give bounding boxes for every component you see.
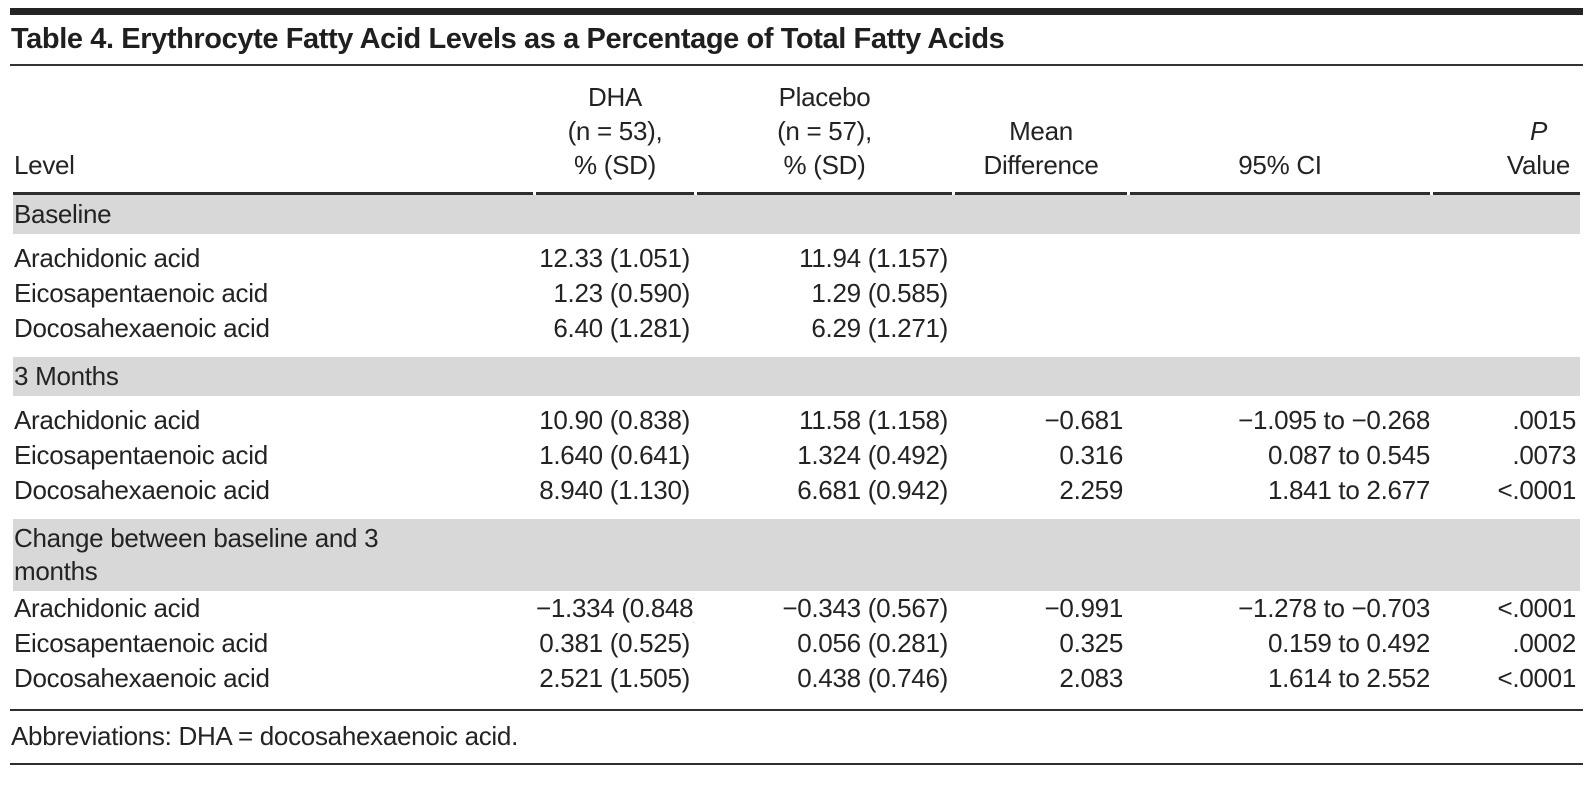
- cell-mean-difference: 0.325: [1059, 628, 1123, 658]
- row-spacer: [13, 508, 1580, 519]
- cell-placebo: 11.58 (1.158): [799, 405, 948, 435]
- table-title: Table 4. Erythrocyte Fatty Acid Levels a…: [10, 15, 1583, 66]
- table-row: Arachidonic acid 10.90 (0.838) 11.58 (1.…: [13, 396, 1580, 438]
- top-rule-bar: [10, 8, 1583, 15]
- table-row: Docosahexaenoic acid 6.40 (1.281) 6.29 (…: [13, 311, 1580, 346]
- column-header-ci: 95% CI: [1130, 66, 1430, 195]
- cell-placebo: 0.056 (0.281): [797, 628, 948, 658]
- cell-ci: 0.159 to 0.492: [1267, 628, 1430, 658]
- table-row: Docosahexaenoic acid 8.940 (1.130) 6.681…: [13, 473, 1580, 508]
- cell-p-value: [1433, 234, 1580, 276]
- section-label: 3 Months: [14, 361, 119, 391]
- cell-placebo: 0.438 (0.746): [797, 663, 948, 693]
- section-header-change: Change between baseline and 3 months: [13, 519, 1580, 591]
- cell-ci: −1.095 to −0.268: [1238, 405, 1430, 435]
- cell-placebo: 11.94 (1.157): [799, 243, 948, 273]
- table-row: Eicosapentaenoic acid 0.381 (0.525) 0.05…: [13, 626, 1580, 661]
- table-row: Arachidonic acid −1.334 (0.848) −0.343 (…: [13, 591, 1580, 626]
- section-header-3-months: 3 Months: [13, 357, 1580, 396]
- row-label: Arachidonic acid: [14, 593, 200, 623]
- row-label: Docosahexaenoic acid: [14, 475, 270, 505]
- column-header-placebo: Placebo (n = 57), % (SD): [697, 66, 952, 195]
- cell-dha: 1.23 (0.590): [553, 278, 690, 308]
- column-header-mean-difference: Mean Difference: [955, 66, 1127, 195]
- cell-placebo: 1.324 (0.492): [797, 440, 948, 470]
- cell-placebo: 6.29 (1.271): [811, 313, 948, 343]
- cell-ci: 0.087 to 0.545: [1267, 440, 1430, 470]
- cell-p-value: [1433, 276, 1580, 311]
- table-row: Eicosapentaenoic acid 1.640 (0.641) 1.32…: [13, 438, 1580, 473]
- cell-ci: −1.278 to −0.703: [1238, 593, 1430, 623]
- cell-placebo: −0.343 (0.567): [782, 593, 948, 623]
- row-label: Arachidonic acid: [14, 243, 200, 273]
- cell-ci: 1.841 to 2.677: [1267, 475, 1430, 505]
- cell-mean-difference: 2.083: [1059, 663, 1123, 693]
- cell-mean-difference: −0.991: [1044, 593, 1124, 623]
- cell-ci: 1.614 to 2.552: [1267, 663, 1430, 693]
- cell-dha: −1.334 (0.848): [536, 593, 694, 623]
- cell-p-value: .0015: [1512, 405, 1576, 435]
- cell-dha: 1.640 (0.641): [539, 440, 690, 470]
- row-label: Docosahexaenoic acid: [14, 663, 270, 693]
- cell-p-value: [1433, 311, 1580, 346]
- row-label: Eicosapentaenoic acid: [14, 440, 268, 470]
- row-label: Eicosapentaenoic acid: [14, 278, 268, 308]
- fatty-acid-table: Level DHA (n = 53), % (SD) Placebo (n = …: [10, 66, 1583, 696]
- table-header: Level DHA (n = 53), % (SD) Placebo (n = …: [13, 66, 1580, 195]
- section-header-baseline: Baseline: [13, 195, 1580, 234]
- section-label: Baseline: [14, 199, 112, 229]
- cell-p-value: .0073: [1512, 440, 1576, 470]
- row-label: Docosahexaenoic acid: [14, 313, 270, 343]
- column-header-p-value: P Value: [1433, 66, 1580, 195]
- cell-p-value: .0002: [1512, 628, 1576, 658]
- cell-p-value: <.0001: [1497, 475, 1577, 505]
- section-label: Change between baseline and 3 months: [14, 523, 379, 586]
- cell-ci: [1130, 311, 1430, 346]
- cell-ci: [1130, 234, 1430, 276]
- cell-placebo: 6.681 (0.942): [797, 475, 948, 505]
- column-header-dha: DHA (n = 53), % (SD): [536, 66, 694, 195]
- cell-ci: [1130, 276, 1430, 311]
- cell-mean-difference: 0.316: [1059, 440, 1123, 470]
- cell-dha: 0.381 (0.525): [539, 628, 690, 658]
- cell-dha: 12.33 (1.051): [539, 243, 690, 273]
- cell-dha: 6.40 (1.281): [553, 313, 690, 343]
- cell-mean-difference: [955, 311, 1127, 346]
- column-header-level: Level: [13, 66, 533, 195]
- cell-placebo: 1.29 (0.585): [811, 278, 948, 308]
- row-label: Eicosapentaenoic acid: [14, 628, 268, 658]
- table-figure: Table 4. Erythrocyte Fatty Acid Levels a…: [10, 8, 1583, 765]
- cell-p-value: <.0001: [1497, 593, 1577, 623]
- cell-dha: 10.90 (0.838): [539, 405, 690, 435]
- cell-mean-difference: 2.259: [1059, 475, 1123, 505]
- cell-dha: 2.521 (1.505): [539, 663, 690, 693]
- table-footnote: Abbreviations: DHA = docosahexaenoic aci…: [10, 709, 1583, 765]
- cell-mean-difference: −0.681: [1044, 405, 1124, 435]
- cell-mean-difference: [955, 276, 1127, 311]
- cell-mean-difference: [955, 234, 1127, 276]
- table-row: Docosahexaenoic acid 2.521 (1.505) 0.438…: [13, 661, 1580, 696]
- row-label: Arachidonic acid: [14, 405, 200, 435]
- table-row: Arachidonic acid 12.33 (1.051) 11.94 (1.…: [13, 234, 1580, 276]
- cell-p-value: <.0001: [1497, 663, 1577, 693]
- table-row: Eicosapentaenoic acid 1.23 (0.590) 1.29 …: [13, 276, 1580, 311]
- row-spacer: [13, 346, 1580, 357]
- cell-dha: 8.940 (1.130): [539, 475, 690, 505]
